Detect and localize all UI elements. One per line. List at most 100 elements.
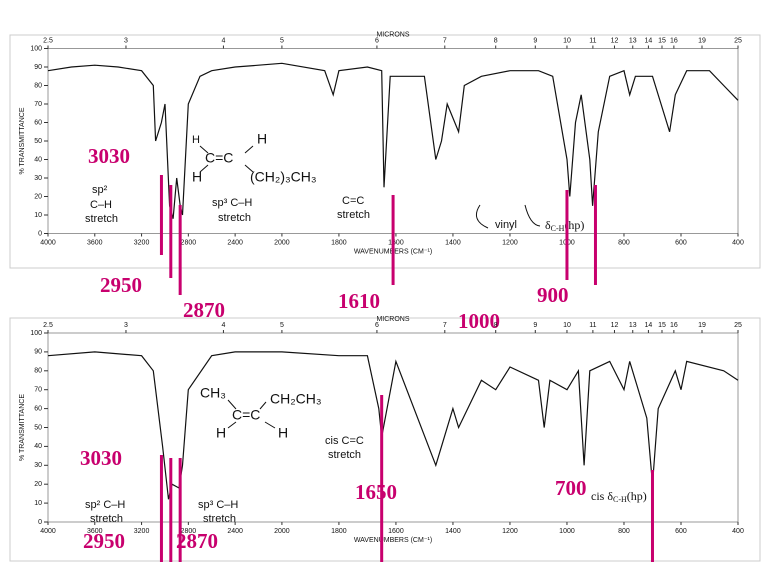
x-tick-label: 3600: [87, 239, 103, 246]
x-tick-label: 1600: [388, 239, 404, 246]
y-tick-label: 30: [34, 462, 42, 469]
top-tick-label: 7: [443, 37, 447, 44]
spectrum-line: [47, 351, 739, 500]
y-tick-label: 0: [38, 519, 42, 526]
y-tick-label: 90: [34, 349, 42, 356]
arrow: [475, 204, 541, 229]
x-tick-label: 3200: [134, 528, 150, 535]
atom: CH₂CH₃: [270, 391, 322, 407]
note: C-H: [551, 224, 565, 233]
x-tick-label: 1200: [502, 528, 518, 535]
annotation-label: 700: [555, 476, 587, 500]
note: stretch: [203, 513, 236, 525]
annotation-label: 1610: [338, 289, 380, 313]
top-tick-label: 5: [280, 37, 284, 44]
y-tick-label: 80: [34, 82, 42, 89]
note: sp³ C–H: [198, 499, 238, 511]
y-tick-label: 30: [34, 175, 42, 182]
atom: C=C: [205, 150, 233, 166]
atom: C=C: [232, 407, 260, 423]
note: stretch: [337, 209, 370, 221]
atom: H: [278, 425, 288, 441]
x-tick-label: 1200: [502, 239, 518, 246]
bond: [227, 399, 276, 429]
note: δ: [607, 489, 613, 503]
note: cis δC-H(hp): [591, 489, 647, 504]
atom: CH₃: [200, 385, 226, 401]
x-tick-label: 600: [675, 528, 687, 535]
top-tick-label: 6: [375, 322, 379, 329]
y-tick-label: 70: [34, 387, 42, 394]
x-tick-label: 4000: [40, 239, 56, 246]
top-tick-label: 12: [611, 37, 619, 44]
note: stretch: [328, 449, 361, 461]
note: stretch: [218, 212, 251, 224]
atom: H: [216, 425, 226, 441]
y-tick-label: 80: [34, 368, 42, 375]
top-tick-label: 3: [124, 37, 128, 44]
top-tick-label: 8: [494, 322, 498, 329]
top-tick-label: 15: [658, 37, 666, 44]
annotation-label: 900: [537, 283, 569, 307]
y-tick-label: 20: [34, 481, 42, 488]
top-tick-label: 9: [533, 322, 537, 329]
top-tick-label: 19: [698, 37, 706, 44]
atom: H: [192, 134, 200, 146]
annotation-label: 1650: [355, 480, 397, 504]
x-axis-label: WAVENUMBERS (CM⁻¹): [354, 537, 432, 544]
note: C=C: [342, 195, 364, 207]
y-axis-label: % TRANSMITTANCE: [19, 107, 26, 174]
note: sp³ C–H: [212, 197, 252, 209]
top-tick-label: 3: [124, 322, 128, 329]
note: cis C=C: [325, 435, 364, 447]
top-tick-label: 25: [734, 37, 742, 44]
top-tick-label: 2.5: [43, 322, 53, 329]
top-tick-label: 13: [629, 322, 637, 329]
x-tick-label: 1000: [559, 528, 575, 535]
y-tick-label: 70: [34, 101, 42, 108]
annotation-label: 2950: [100, 273, 142, 297]
x-tick-label: 1800: [331, 528, 347, 535]
top-tick-label: 16: [670, 37, 678, 44]
top-axis-label: MICRONS: [376, 316, 409, 323]
top-tick-label: 2.5: [43, 37, 53, 44]
y-tick-label: 50: [34, 424, 42, 431]
top-tick-label: 13: [629, 37, 637, 44]
x-tick-label: 400: [732, 528, 744, 535]
top-tick-label: 7: [443, 322, 447, 329]
bottom-notes: sp² C–H stretch sp³ C–H stretch cis C=C …: [85, 385, 647, 525]
x-tick-label: 4000: [40, 528, 56, 535]
note: δ: [545, 218, 551, 232]
top-tick-label: 25: [734, 322, 742, 329]
top-tick-label: 8: [494, 37, 498, 44]
x-tick-label: 3600: [87, 528, 103, 535]
top-notes: sp² C–H stretch sp³ C–H stretch C=C stre…: [85, 131, 584, 233]
note: C-H: [613, 495, 627, 504]
top-tick-label: 14: [645, 322, 653, 329]
annotation-label: 2950: [83, 529, 125, 553]
y-tick-label: 90: [34, 64, 42, 71]
y-tick-label: 60: [34, 119, 42, 126]
x-tick-label: 2800: [181, 239, 197, 246]
y-tick-label: 40: [34, 156, 42, 163]
annotation-label: 3030: [80, 446, 122, 470]
top-tick-label: 19: [698, 322, 706, 329]
y-tick-label: 10: [34, 212, 42, 219]
annotation-label: 2870: [183, 298, 225, 322]
note: vinyl: [495, 219, 517, 231]
top-tick-label: 14: [645, 37, 653, 44]
top-tick-label: 12: [611, 322, 619, 329]
annotation-label: 2870: [176, 529, 218, 553]
y-tick-label: 10: [34, 500, 42, 507]
note: (hp): [627, 489, 647, 503]
x-tick-label: 600: [675, 239, 687, 246]
y-axis-label: % TRANSMITTANCE: [19, 394, 26, 461]
x-tick-label: 1400: [445, 239, 461, 246]
x-tick-label: 2000: [274, 528, 290, 535]
x-tick-label: 2800: [181, 528, 197, 535]
note: C–H: [90, 199, 112, 211]
top-tick-label: 10: [563, 37, 571, 44]
x-tick-label: 2400: [227, 239, 243, 246]
